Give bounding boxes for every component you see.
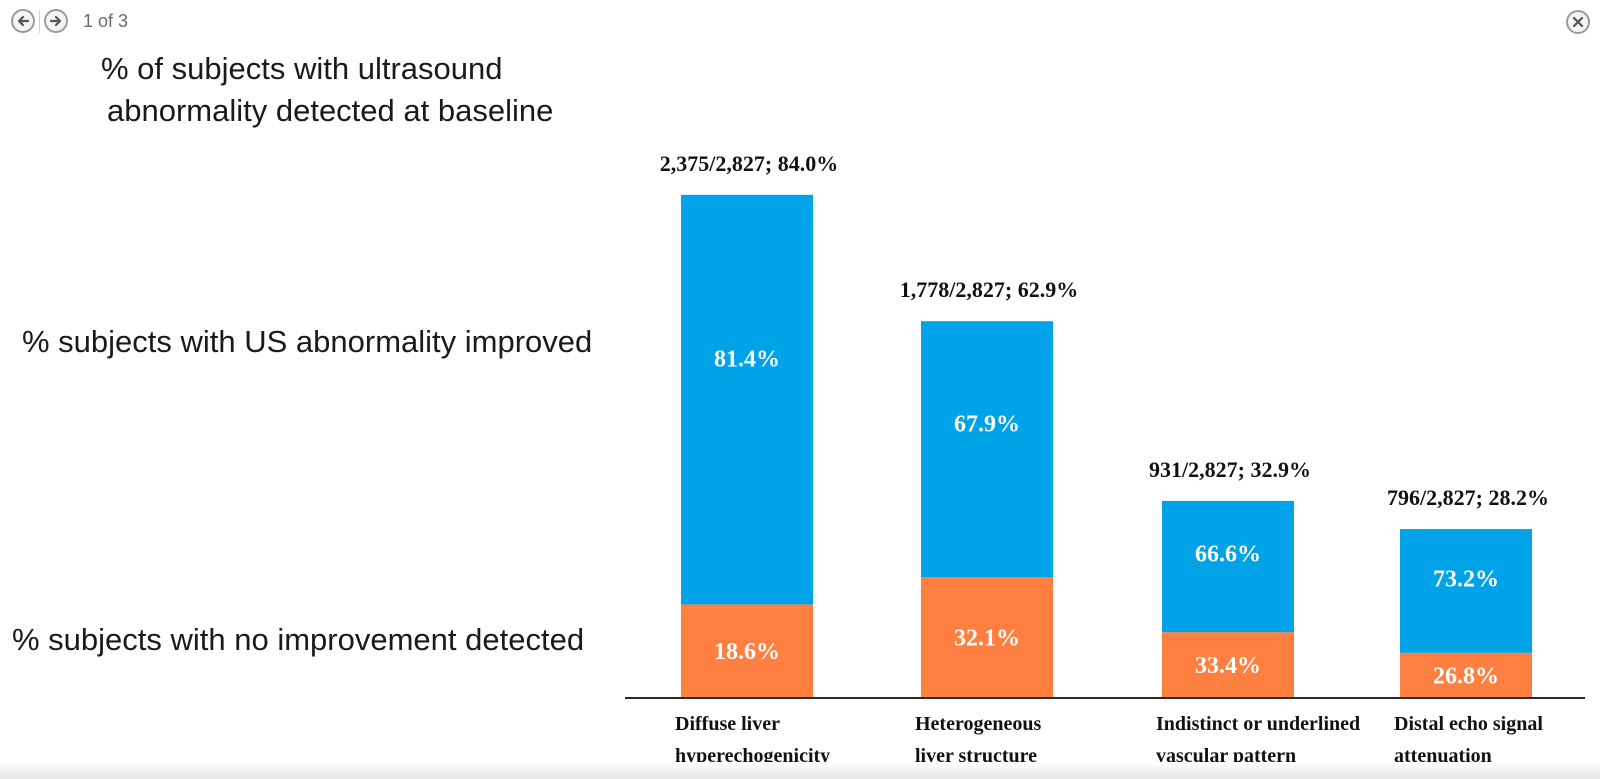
bar-segment-improved: [921, 321, 1053, 578]
segment-label-improved: 81.4%: [714, 347, 780, 373]
bottom-edge: [0, 762, 1600, 779]
segment-label-no-improvement: 33.4%: [1195, 653, 1261, 679]
arrow-right-icon: [49, 15, 62, 27]
category-label: liver structure: [915, 745, 1037, 767]
category-label: Heterogeneous: [915, 713, 1041, 735]
bar-segment-improved: [681, 194, 813, 605]
viewer-toolbar: 1 of 3: [0, 0, 1600, 44]
close-icon: [1572, 16, 1584, 28]
page-counter: 1 of 3: [83, 11, 129, 31]
legend-total-line1: % of subjects with ultrasound: [101, 51, 503, 86]
category-label: vascular pattern: [1156, 745, 1296, 767]
bar-total-label: 1,778/2,827; 62.9%: [900, 277, 1078, 302]
segment-label-improved: 67.9%: [954, 412, 1020, 438]
bar-segment-improved: [1162, 500, 1294, 633]
bar-segment-no-improvement: [1162, 632, 1294, 698]
category-label: Distal echo signal: [1394, 713, 1543, 735]
next-button[interactable]: [44, 9, 68, 33]
bar-segment-no-improvement: [681, 604, 813, 698]
previous-button[interactable]: [11, 9, 35, 33]
close-button[interactable]: [1566, 10, 1590, 34]
category-label: Diffuse liver: [675, 713, 780, 735]
bar-total-label: 796/2,827; 28.2%: [1387, 485, 1549, 510]
toolbar-divider: [39, 11, 40, 33]
segment-label-improved: 73.2%: [1433, 567, 1499, 593]
category-label: Indistinct or underlined: [1156, 713, 1360, 735]
category-label: hyperechogenicity: [675, 745, 830, 767]
arrow-left-icon: [17, 15, 30, 27]
bar-segment-no-improvement: [921, 577, 1053, 698]
bar-segment-no-improvement: [1400, 652, 1532, 698]
bar-segment-improved: [1400, 529, 1532, 653]
category-label: attenuation: [1394, 745, 1492, 767]
legend-total-line2: abnormality detected at baseline: [107, 93, 553, 128]
legend-no-improvement: % subjects with no improvement detected: [12, 622, 584, 657]
legend-improved: % subjects with US abnormality improved: [22, 324, 592, 359]
bar-total-label: 2,375/2,827; 84.0%: [660, 151, 838, 176]
segment-label-no-improvement: 18.6%: [714, 639, 780, 665]
segment-label-no-improvement: 26.8%: [1433, 663, 1499, 689]
segment-label-no-improvement: 32.1%: [954, 626, 1020, 652]
bar-total-label: 931/2,827; 32.9%: [1149, 457, 1311, 482]
segment-label-improved: 66.6%: [1195, 541, 1261, 567]
